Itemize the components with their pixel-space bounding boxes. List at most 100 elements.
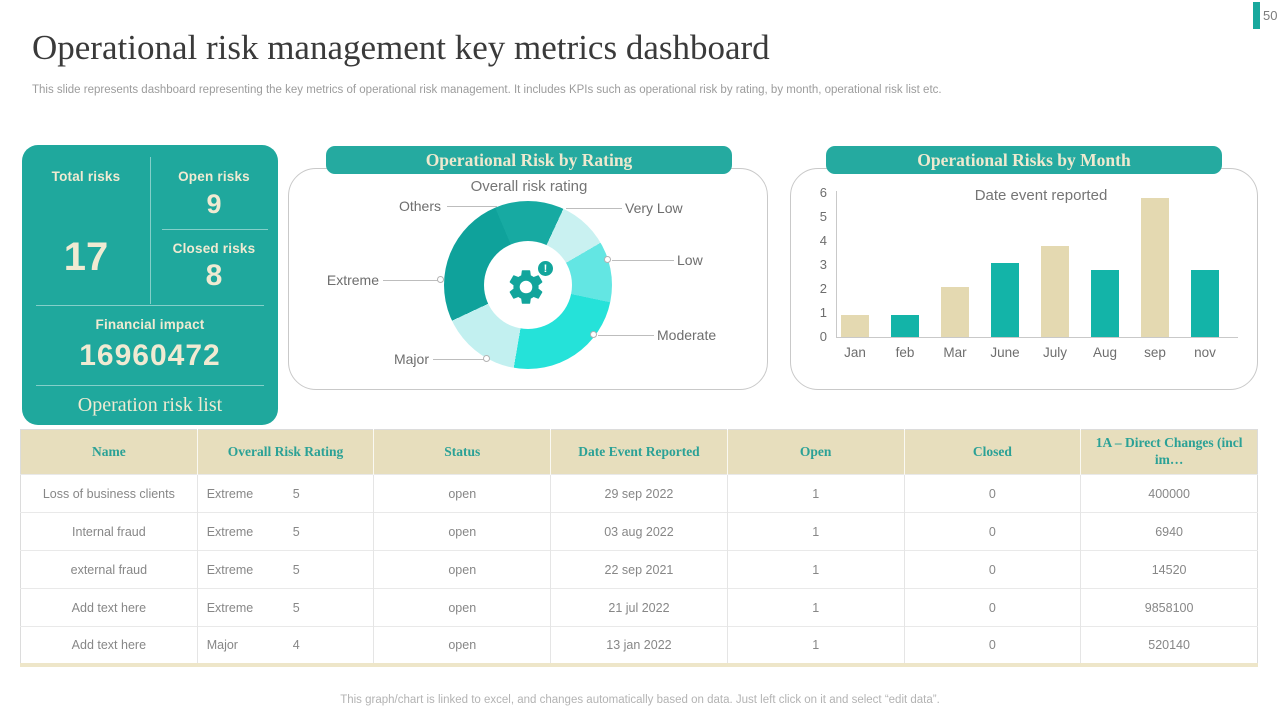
footer-note: This graph/chart is linked to excel, and… xyxy=(340,694,940,706)
x-tick-label-sep: sep xyxy=(1144,345,1166,360)
rating-word: Extreme xyxy=(206,486,254,501)
cell-rating: Extreme 5 xyxy=(196,588,374,627)
y-tick-label: 2 xyxy=(819,281,827,296)
column-header: Open xyxy=(726,429,905,475)
y-tick-label: 4 xyxy=(819,233,827,248)
page-subtitle: This slide represents dashboard represen… xyxy=(32,84,942,96)
bar-mar[interactable] xyxy=(941,286,969,337)
rating-score: 5 xyxy=(292,600,300,615)
financial-impact-value: 16960472 xyxy=(79,339,221,372)
cell-name: Add text here xyxy=(20,588,198,627)
table-row[interactable]: external fraud Extreme 5 open 22 sep 2021 1 0 1… xyxy=(20,550,1258,589)
risk-by-rating-chart[interactable]: Operational Risk by Rating Overall risk … xyxy=(288,146,768,390)
bar-feb[interactable] xyxy=(891,315,919,337)
gear-alert-icon: ! xyxy=(505,259,555,308)
y-tick-label: 5 xyxy=(819,209,827,224)
bar-aug[interactable] xyxy=(1091,269,1119,337)
cell-date: 21 jul 2022 xyxy=(550,588,728,627)
rating-word: Extreme xyxy=(206,524,254,539)
rating-score: 5 xyxy=(292,486,300,501)
cell-status: open xyxy=(373,550,551,589)
x-tick-label-june: June xyxy=(990,345,1020,360)
pie-label-moderate: Moderate xyxy=(657,327,717,343)
column-header: Date Event Reported xyxy=(550,429,728,475)
page-number-accent-bar xyxy=(1253,2,1260,29)
page-number: 50 xyxy=(1263,8,1278,23)
closed-risks-label: Closed risks xyxy=(172,241,256,256)
rating-word: Extreme xyxy=(206,600,254,615)
cell-date: 13 jan 2022 xyxy=(550,626,728,665)
open-risks-label: Open risks xyxy=(178,169,250,184)
x-tick-label-aug: Aug xyxy=(1092,345,1118,360)
total-risks-value: 17 xyxy=(63,235,109,279)
cell-open: 1 xyxy=(726,512,905,551)
pie-leader-line xyxy=(447,206,497,207)
x-axis-line xyxy=(836,337,1238,338)
x-tick-label-july: July xyxy=(1042,345,1067,360)
rating-score: 4 xyxy=(292,637,300,652)
cell-open: 1 xyxy=(726,626,905,665)
column-header: Name xyxy=(20,429,198,475)
cell-rating: Major 4 xyxy=(196,626,374,665)
table-row[interactable]: Internal fraud Extreme 5 open 03 aug 2022 1 0 6… xyxy=(20,512,1258,551)
cell-closed: 0 xyxy=(903,512,1081,551)
column-header: 1A – Direct Changes (incl im… xyxy=(1080,429,1258,475)
y-axis-line xyxy=(836,191,837,337)
x-tick-label-nov: nov xyxy=(1194,345,1216,360)
column-header: Overall Risk Rating xyxy=(196,429,374,475)
cell-date: 22 sep 2021 xyxy=(550,550,728,589)
table-row[interactable]: Add text here Extreme 5 open 21 jul 2022 1 0 98… xyxy=(20,588,1258,627)
page-title: Operational risk management key metrics … xyxy=(32,28,770,67)
cell-date: 29 sep 2022 xyxy=(550,474,728,513)
cell-name: external fraud xyxy=(20,550,198,589)
cell-direct-changes: 6940 xyxy=(1080,512,1258,551)
table-row[interactable]: Loss of business clients Extreme 5 open 29 s… xyxy=(20,474,1258,513)
bar-june[interactable] xyxy=(991,262,1019,337)
alert-badge-icon: ! xyxy=(536,259,555,278)
risks-by-month-header: Operational Risks by Month xyxy=(826,146,1222,174)
pie-marker xyxy=(590,331,597,338)
table-row[interactable]: Add text here Major 4 open 13 jan 2022 1 0 5201… xyxy=(20,626,1258,665)
bar-nov[interactable] xyxy=(1191,269,1219,337)
cell-open: 1 xyxy=(726,550,905,589)
pie-marker xyxy=(604,256,611,263)
cell-open: 1 xyxy=(726,474,905,513)
pie-leader-line xyxy=(433,359,485,360)
rating-score: 5 xyxy=(292,562,300,577)
x-tick-label-mar: Mar xyxy=(943,345,967,360)
pie-leader-line xyxy=(598,335,654,336)
pie-marker xyxy=(483,355,490,362)
pie-label-others: Others xyxy=(398,198,441,214)
financial-impact-label: Financial impact xyxy=(95,317,205,332)
cell-closed: 0 xyxy=(903,474,1081,513)
column-header: Status xyxy=(373,429,551,475)
y-tick-label: 1 xyxy=(819,305,827,320)
bar-chart-title: Date event reported xyxy=(974,187,1108,204)
kpi-divider-financial xyxy=(36,305,264,306)
pie-leader-line xyxy=(383,280,439,281)
y-tick-label: 6 xyxy=(819,185,827,200)
operation-risk-table[interactable]: Name Overall Risk Rating Status Date Event … xyxy=(20,429,1258,667)
bar-sep[interactable] xyxy=(1141,197,1169,337)
kpi-divider-vertical xyxy=(150,157,151,304)
pie-label-major: Major xyxy=(393,351,429,367)
cell-direct-changes: 9858100 xyxy=(1080,588,1258,627)
y-tick-label: 3 xyxy=(819,257,827,272)
cell-closed: 0 xyxy=(903,626,1081,665)
pie-marker xyxy=(437,276,444,283)
pie-chart-title: Overall risk rating xyxy=(470,178,588,195)
cell-name: Loss of business clients xyxy=(20,474,198,513)
cell-closed: 0 xyxy=(903,550,1081,589)
risks-by-month-chart[interactable]: Operational Risks by Month Date event re… xyxy=(790,146,1258,390)
cell-rating: Extreme 5 xyxy=(196,512,374,551)
bar-july[interactable] xyxy=(1041,245,1069,337)
kpi-panel: Total risks 17 Open risks 9 Closed risks… xyxy=(22,145,278,425)
bar-jan[interactable] xyxy=(841,315,869,337)
x-tick-label-jan: Jan xyxy=(844,345,866,360)
cell-status: open xyxy=(373,474,551,513)
y-tick-label: 0 xyxy=(819,329,827,344)
cell-name: Internal fraud xyxy=(20,512,198,551)
cell-direct-changes: 520140 xyxy=(1080,626,1258,665)
kpi-divider-open-closed xyxy=(162,229,268,230)
